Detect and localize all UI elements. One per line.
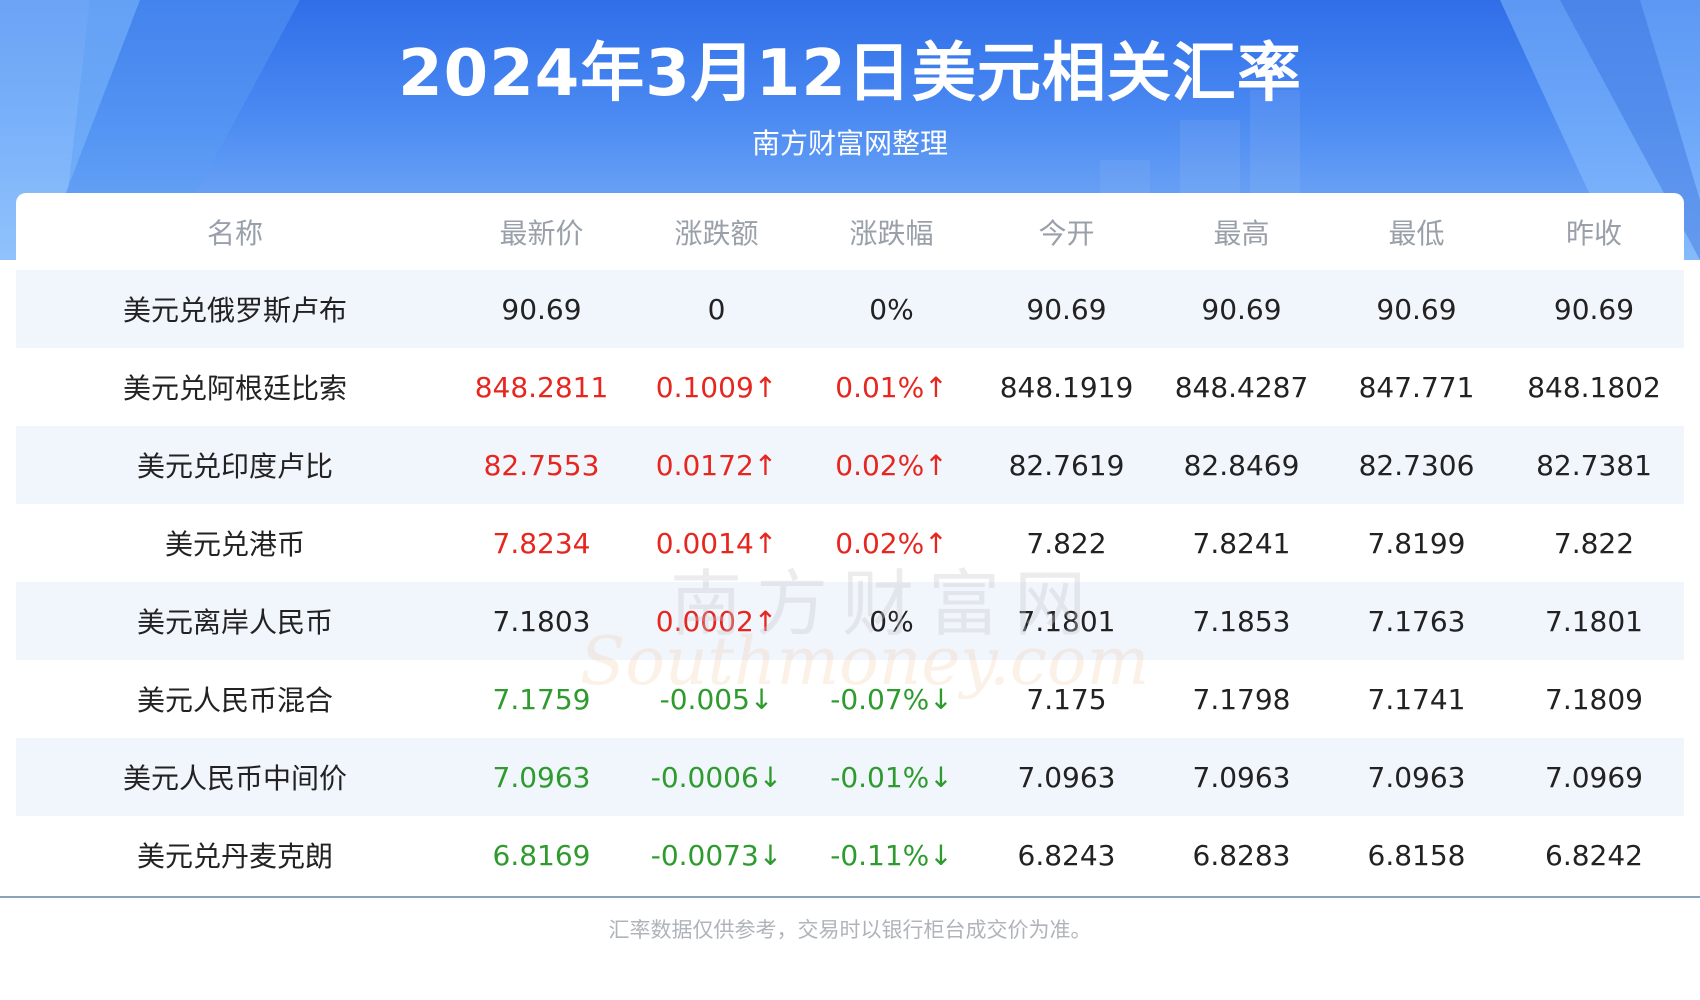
cell-name: 美元离岸人民币	[136, 606, 333, 639]
col-header-low: 最低	[1388, 216, 1445, 250]
cell-high: 7.0963	[1192, 760, 1291, 794]
cell-prev: 848.1802	[1527, 370, 1661, 404]
cell-prev: 6.8242	[1545, 838, 1643, 872]
col-header-open: 今开	[1038, 216, 1095, 250]
page-subtitle: 南方财富网整理	[751, 127, 948, 160]
col-header-latest: 最新价	[499, 216, 584, 250]
table-row: 美元离岸人民币 7.1803 0.0002↑ 0% 7.1801 7.1853 …	[16, 582, 1684, 660]
cell-name: 美元兑丹麦克朗	[136, 840, 333, 873]
table-row: 美元兑丹麦克朗 6.8169 -0.0073↓ -0.11%↓ 6.8243 6…	[16, 816, 1684, 894]
cell-change: -0.005↓	[659, 682, 774, 716]
cell-pct: -0.11%↓	[830, 838, 953, 872]
cell-name: 美元兑俄罗斯卢布	[122, 294, 347, 327]
cell-latest: 82.7553	[483, 448, 600, 482]
cell-open: 7.175	[1026, 682, 1107, 716]
col-header-change: 涨跌额	[674, 216, 759, 250]
table-row: 美元人民币中间价 7.0963 -0.0006↓ -0.01%↓ 7.0963 …	[16, 738, 1684, 816]
cell-latest: 7.8234	[492, 526, 591, 560]
cell-change: -0.0006↓	[650, 760, 783, 794]
cell-prev: 7.0969	[1545, 760, 1643, 794]
cell-latest: 7.1803	[492, 604, 591, 638]
cell-low: 6.8158	[1367, 838, 1466, 872]
cell-pct: 0.01%↑	[835, 370, 948, 404]
cell-name: 美元兑阿根廷比索	[122, 372, 347, 405]
cell-low: 82.7306	[1358, 448, 1475, 482]
cell-change: 0.0014↑	[655, 526, 778, 560]
cell-pct: -0.01%↓	[830, 760, 953, 794]
cell-prev: 90.69	[1553, 292, 1635, 326]
table-row: 美元兑俄罗斯卢布 90.69 0 0% 90.69 90.69 90.69 90…	[16, 270, 1684, 348]
cell-change: 0.0172↑	[655, 448, 778, 482]
col-header-high: 最高	[1213, 216, 1270, 250]
cell-low: 847.771	[1358, 370, 1475, 404]
table-bottom-divider	[0, 896, 1700, 898]
cell-high: 848.4287	[1174, 370, 1309, 404]
cell-change: 0.1009↑	[655, 370, 778, 404]
cell-open: 6.8243	[1017, 838, 1116, 872]
cell-latest: 6.8169	[492, 838, 591, 872]
cell-prev: 7.822	[1553, 526, 1635, 560]
cell-open: 7.822	[1026, 526, 1107, 560]
cell-prev: 7.1801	[1545, 604, 1643, 638]
col-header-pct: 涨跌幅	[849, 216, 934, 250]
cell-prev: 7.1809	[1545, 682, 1643, 716]
cell-low: 7.1741	[1367, 682, 1466, 716]
cell-latest: 90.69	[501, 292, 582, 326]
table-row: 美元兑阿根廷比索 848.2811 0.1009↑ 0.01%↑ 848.191…	[16, 348, 1684, 426]
cell-prev: 82.7381	[1536, 448, 1652, 482]
cell-pct: 0.02%↑	[835, 526, 948, 560]
cell-pct: 0%	[869, 292, 914, 326]
rate-table-card: 名称 最新价 涨跌额 涨跌幅 今开 最高 最低 昨收 美元兑俄罗斯卢布 90.6…	[16, 193, 1684, 893]
cell-name: 美元人民币中间价	[122, 762, 347, 795]
cell-low: 7.8199	[1367, 526, 1466, 560]
cell-latest: 848.2811	[474, 370, 609, 404]
table-row: 美元兑港币 7.8234 0.0014↑ 0.02%↑ 7.822 7.8241…	[16, 504, 1684, 582]
table-body: 美元兑俄罗斯卢布 90.69 0 0% 90.69 90.69 90.69 90…	[16, 270, 1684, 894]
cell-low: 7.0963	[1367, 760, 1466, 794]
cell-low: 90.69	[1376, 292, 1457, 326]
cell-pct: 0%	[869, 604, 914, 638]
table-row: 美元人民币混合 7.1759 -0.005↓ -0.07%↓ 7.175 7.1…	[16, 660, 1684, 738]
cell-high: 7.1853	[1192, 604, 1291, 638]
cell-high: 7.1798	[1192, 682, 1291, 716]
cell-high: 7.8241	[1192, 526, 1291, 560]
cell-name: 美元兑印度卢比	[136, 450, 333, 483]
page-title: 2024年3月12日美元相关汇率	[398, 37, 1302, 111]
footer-disclaimer: 汇率数据仅供参考，交易时以银行柜台成交价为准。	[608, 918, 1092, 942]
cell-open: 7.0963	[1017, 760, 1116, 794]
table-header: 名称 最新价 涨跌额 涨跌幅 今开 最高 最低 昨收	[16, 193, 1684, 270]
cell-name: 美元兑港币	[164, 528, 305, 561]
cell-open: 848.1919	[999, 370, 1134, 404]
cell-change: 0.0002↑	[655, 604, 778, 638]
cell-low: 7.1763	[1367, 604, 1466, 638]
cell-pct: 0.02%↑	[835, 448, 948, 482]
col-header-prev: 昨收	[1565, 216, 1622, 250]
cell-open: 7.1801	[1017, 604, 1116, 638]
cell-change: -0.0073↓	[650, 838, 783, 872]
cell-open: 90.69	[1026, 292, 1107, 326]
cell-pct: -0.07%↓	[830, 682, 953, 716]
cell-latest: 7.0963	[492, 760, 591, 794]
cell-name: 美元人民币混合	[136, 684, 333, 717]
table-row: 美元兑印度卢比 82.7553 0.0172↑ 0.02%↑ 82.7619 8…	[16, 426, 1684, 504]
cell-latest: 7.1759	[492, 682, 591, 716]
cell-high: 6.8283	[1192, 838, 1291, 872]
cell-high: 82.8469	[1183, 448, 1300, 482]
cell-change: 0	[707, 292, 726, 326]
cell-high: 90.69	[1201, 292, 1282, 326]
col-header-name: 名称	[206, 216, 263, 250]
cell-open: 82.7619	[1008, 448, 1125, 482]
